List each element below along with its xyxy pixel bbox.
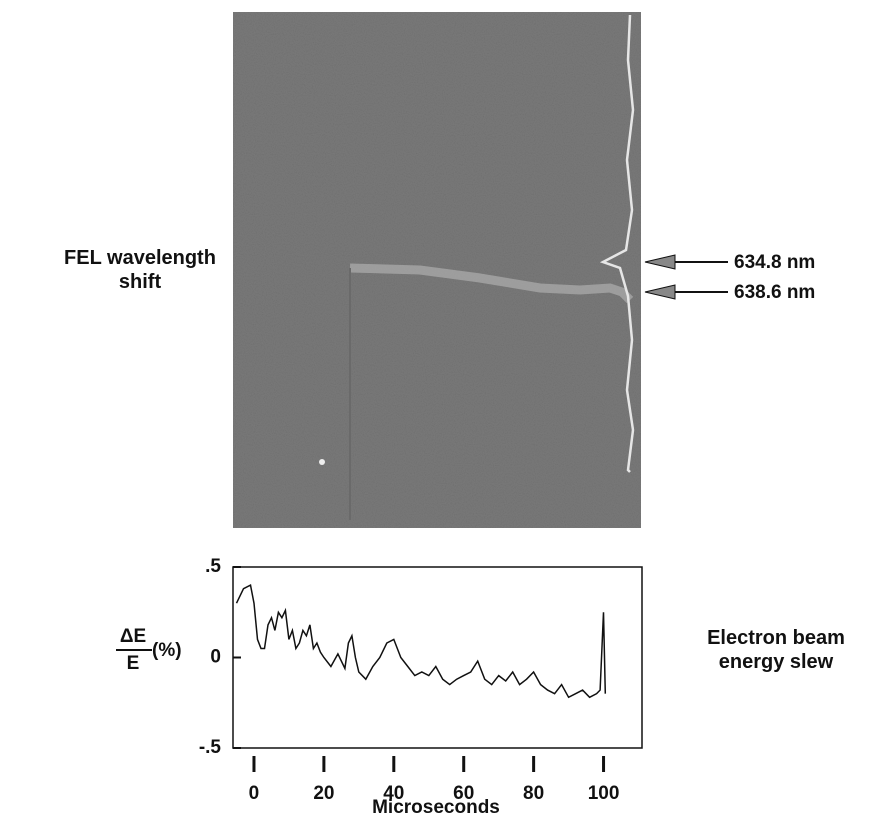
y-label: ΔE <box>120 626 146 647</box>
x-tick-label: 20 <box>313 783 334 804</box>
x-label: Microseconds <box>372 797 500 818</box>
streak-image <box>233 12 641 528</box>
data-line <box>235 583 607 699</box>
y-tick-label: .5 <box>205 556 221 577</box>
plot-frame <box>232 566 643 749</box>
x-tick-label: 0 <box>249 783 260 804</box>
y-tick-label: -.5 <box>199 737 222 758</box>
y-label: E <box>127 653 140 674</box>
side-label: Electron beam energy slew <box>707 627 845 673</box>
x-tick-label: 100 <box>588 783 620 804</box>
annotation: 638.6 nm <box>734 282 815 303</box>
x-tick-label: 40 <box>383 783 404 804</box>
y-label: (%) <box>152 640 182 661</box>
annotation: 634.8 nm <box>734 252 815 273</box>
x-tick-label: 80 <box>523 783 544 804</box>
image-label: FEL wavelength shift <box>64 247 216 293</box>
y-tick-label: 0 <box>210 647 221 668</box>
x-tick-label: 60 <box>453 783 474 804</box>
annotation-arrows <box>644 254 728 300</box>
